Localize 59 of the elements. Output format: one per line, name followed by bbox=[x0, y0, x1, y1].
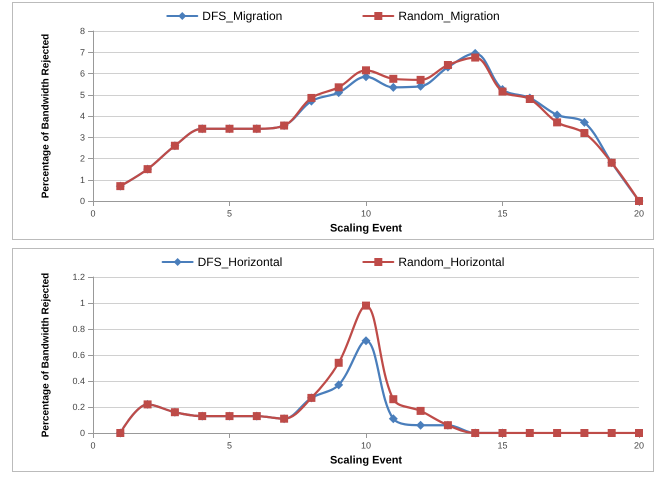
x-tick-label: 15 bbox=[497, 208, 508, 218]
point bbox=[388, 82, 398, 92]
y-tick-label: 1 bbox=[80, 174, 85, 185]
point bbox=[552, 110, 562, 120]
x-tick-label: 5 bbox=[226, 208, 232, 218]
y-tick-label: 0.2 bbox=[72, 402, 85, 412]
point bbox=[416, 420, 426, 430]
y-tick-label: 2 bbox=[80, 154, 85, 164]
y-tick-label: 0.4 bbox=[72, 376, 85, 386]
point bbox=[580, 429, 588, 437]
y-axis-title: Percentage of Bandwidth Rejected bbox=[40, 34, 52, 198]
point bbox=[334, 380, 344, 390]
y-tick-label: 3 bbox=[80, 132, 85, 142]
point bbox=[389, 395, 398, 404]
y-tick-label: 8 bbox=[80, 26, 85, 36]
legend-label: Random_Migration bbox=[398, 9, 500, 23]
x-tick-label: 15 bbox=[497, 440, 508, 450]
y-tick-label: 0.6 bbox=[72, 350, 85, 360]
point bbox=[362, 336, 370, 346]
x-tick-label: 0 bbox=[90, 208, 96, 218]
y-tick-label: 0.8 bbox=[72, 324, 85, 334]
point bbox=[416, 76, 425, 84]
x-tick-label: 10 bbox=[360, 208, 372, 218]
x-tick-label: 0 bbox=[90, 440, 96, 450]
x-tick-label: 5 bbox=[226, 440, 232, 450]
point bbox=[389, 74, 398, 83]
point bbox=[388, 414, 398, 424]
y-axis-title: Percentage of Bandwidth Rejected bbox=[40, 272, 52, 438]
point bbox=[362, 302, 370, 310]
point bbox=[580, 129, 588, 137]
x-axis-title: Scaling Event bbox=[330, 222, 402, 234]
y-tick-label: 0 bbox=[80, 196, 85, 206]
point bbox=[307, 94, 316, 102]
y-tick-label: 5 bbox=[80, 90, 85, 100]
point bbox=[498, 88, 506, 96]
y-tick-label: 0 bbox=[80, 428, 85, 438]
y-tick-label: 1 bbox=[80, 298, 85, 308]
point bbox=[334, 83, 343, 92]
point bbox=[334, 358, 343, 367]
legend-label: Random_Horizontal bbox=[398, 255, 504, 269]
point bbox=[416, 406, 425, 415]
x-axis-title: Scaling Event bbox=[330, 454, 402, 466]
point bbox=[444, 61, 452, 69]
x-tick-label: 20 bbox=[634, 208, 644, 218]
x-tick-label: 20 bbox=[634, 440, 644, 450]
point bbox=[526, 429, 534, 437]
point bbox=[553, 118, 562, 126]
point bbox=[362, 66, 370, 74]
y-tick-label: 1.2 bbox=[72, 272, 85, 282]
x-tick-label: 10 bbox=[360, 440, 372, 450]
legend-label: DFS_Migration bbox=[202, 9, 282, 23]
point bbox=[471, 54, 480, 62]
y-tick-label: 4 bbox=[80, 111, 85, 121]
point bbox=[608, 429, 616, 437]
legend-label: DFS_Horizontal bbox=[198, 255, 282, 269]
point bbox=[553, 429, 562, 437]
point bbox=[580, 118, 589, 127]
y-tick-label: 6 bbox=[80, 68, 85, 78]
y-tick-label: 7 bbox=[80, 47, 85, 58]
